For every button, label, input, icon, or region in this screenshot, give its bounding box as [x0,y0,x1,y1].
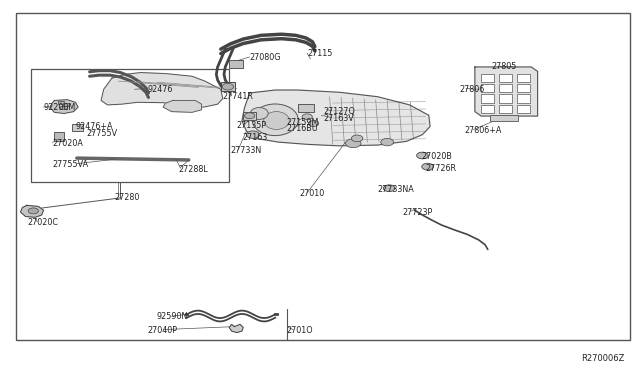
Text: 27040P: 27040P [147,326,177,335]
Circle shape [308,121,319,126]
Text: 92476+A: 92476+A [76,122,113,131]
Text: 27726R: 27726R [426,164,456,173]
Circle shape [302,114,312,120]
Text: 27159M: 27159M [287,118,319,126]
Bar [517,84,530,92]
Text: 27755V: 27755V [86,129,118,138]
Circle shape [422,163,433,170]
Text: 27806+A: 27806+A [465,126,502,135]
Text: 27733NA: 27733NA [378,185,414,194]
Bar [517,105,530,113]
Text: 27020C: 27020C [27,218,58,227]
Text: 27020B: 27020B [421,152,452,161]
Bar [499,94,512,103]
Text: 27733N: 27733N [230,146,262,155]
Bar [58,101,64,104]
Polygon shape [50,100,78,113]
Text: 2701O: 2701O [287,326,314,335]
Text: 27723P: 27723P [402,208,432,217]
Bar [54,132,64,141]
Text: 27080G: 27080G [250,53,281,62]
Circle shape [351,135,363,142]
Circle shape [381,138,394,146]
Text: 2716BU: 2716BU [287,124,319,133]
Bar [229,60,243,68]
Text: 27280: 27280 [114,193,140,202]
Circle shape [383,185,395,192]
Bar [16,13,630,340]
Bar [517,94,530,103]
Text: 27020A: 27020A [52,139,83,148]
Bar [63,103,69,106]
Polygon shape [229,324,243,333]
Bar [481,74,494,82]
Text: 27805: 27805 [492,62,517,71]
Ellipse shape [252,104,298,136]
Ellipse shape [264,112,289,129]
Bar [298,104,314,112]
Text: 92200M: 92200M [44,103,76,112]
Bar [481,84,494,92]
Polygon shape [475,67,538,116]
Ellipse shape [250,108,268,119]
Circle shape [246,131,259,138]
Bar [481,94,494,103]
Bar [499,74,512,82]
Polygon shape [20,205,44,217]
Text: R270006Z: R270006Z [580,354,624,363]
Text: 92590N: 92590N [157,312,188,321]
Text: 27288L: 27288L [178,165,207,174]
Text: 92476: 92476 [147,85,173,94]
Circle shape [28,208,38,214]
Text: 27115: 27115 [307,49,333,58]
Circle shape [222,83,234,90]
Circle shape [417,152,428,159]
Bar [60,106,67,109]
Text: 27741R: 27741R [223,92,253,101]
Bar [72,124,83,131]
Circle shape [244,113,255,119]
Bar [490,115,518,121]
Text: 27163: 27163 [242,133,267,142]
Bar [221,82,235,91]
Circle shape [346,139,361,148]
Bar [481,105,494,113]
Bar [499,84,512,92]
Bar [517,74,530,82]
Polygon shape [242,90,430,146]
Bar [31,69,229,182]
Bar [243,112,256,120]
Text: 27135P: 27135P [237,121,267,130]
Polygon shape [101,73,223,107]
Text: 27163V: 27163V [324,114,355,123]
Text: 27127Q: 27127Q [324,107,356,116]
Polygon shape [163,100,202,112]
Bar [499,105,512,113]
Text: 27755VA: 27755VA [52,160,88,169]
Text: 27806: 27806 [460,85,484,94]
Text: 27010: 27010 [300,189,324,198]
